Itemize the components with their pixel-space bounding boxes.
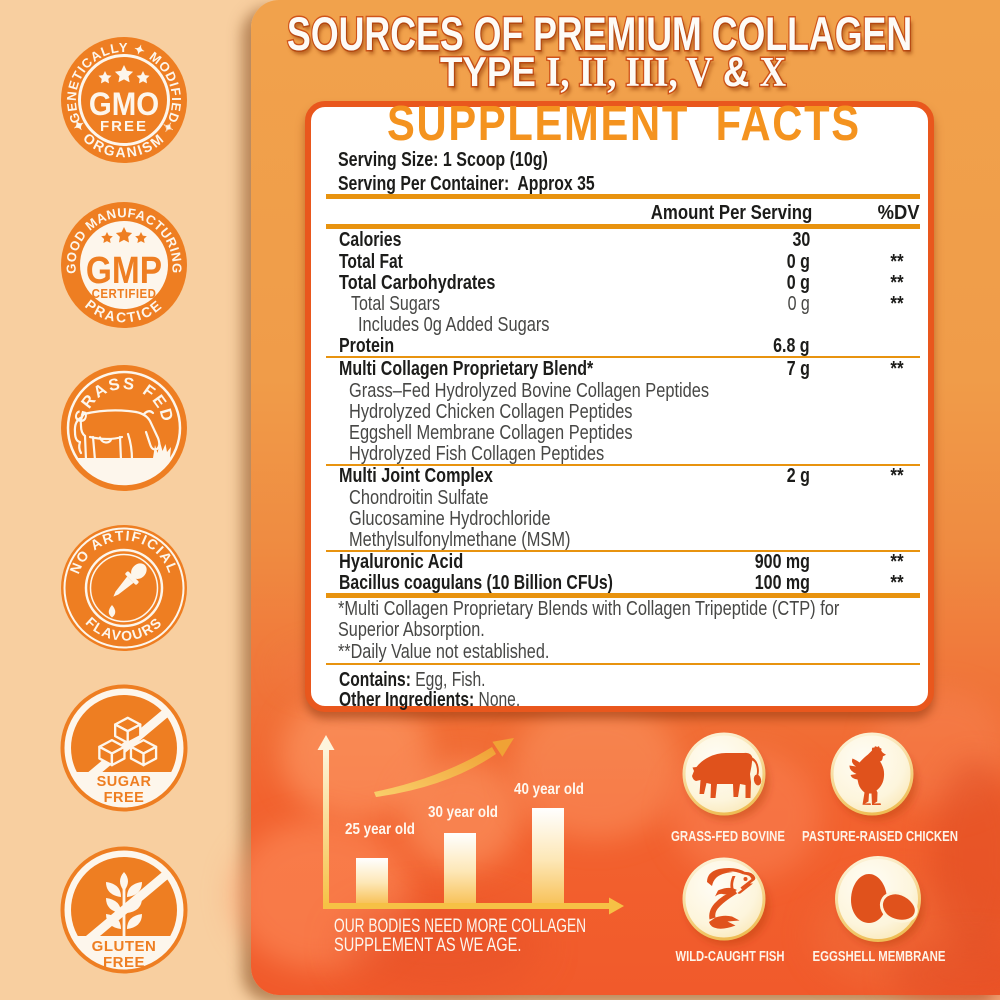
svg-text:FREE: FREE bbox=[100, 118, 148, 135]
svg-text:FREE: FREE bbox=[104, 790, 145, 806]
svg-text:CERTIFIED: CERTIFIED bbox=[92, 287, 157, 302]
svg-text:30 year old: 30 year old bbox=[428, 804, 498, 821]
svg-text:SUGAR: SUGAR bbox=[97, 774, 152, 790]
svg-text:40 year old: 40 year old bbox=[514, 781, 584, 798]
svg-text:FREE: FREE bbox=[103, 954, 145, 971]
svg-text:25 year old: 25 year old bbox=[345, 821, 415, 838]
svg-text:GLUTEN: GLUTEN bbox=[92, 938, 157, 955]
svg-text:GMO: GMO bbox=[89, 86, 159, 122]
svg-text:GMP: GMP bbox=[86, 249, 162, 291]
